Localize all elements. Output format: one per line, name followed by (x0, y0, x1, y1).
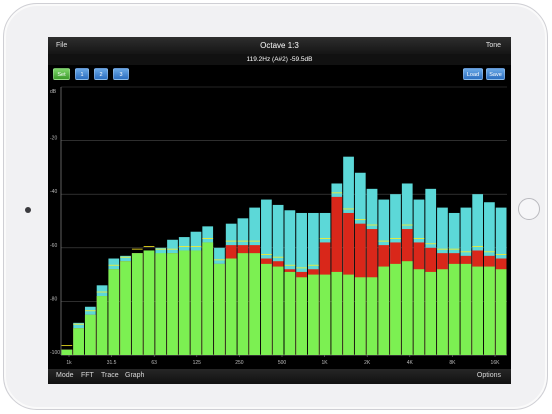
current-bar (378, 266, 390, 355)
current-bar (331, 271, 343, 355)
current-bar (143, 250, 155, 355)
current-bar (202, 242, 214, 355)
home-button[interactable] (518, 198, 540, 220)
x-tick-label: 16K (491, 360, 501, 366)
app-screen: File Octave 1:3 Tone 119.2Hz (A#2) -59.5… (48, 37, 511, 384)
current-bar (261, 263, 272, 355)
current-bar (61, 349, 73, 355)
current-bar (272, 266, 284, 355)
x-tick-label: 4K (407, 360, 414, 366)
current-bar (425, 271, 437, 355)
x-tick-label: 63 (151, 360, 157, 366)
trace-tab[interactable]: Trace (101, 372, 119, 379)
fft-tab[interactable]: FFT (81, 372, 94, 379)
spectrum-svg: dB -20 -40 -60 -80 -100 1k 31.5 63 125 250 500 1K 2K 4… (50, 86, 507, 366)
x-tick-label: 500 (278, 360, 287, 366)
current-bar (84, 314, 96, 355)
frequency-readout: 119.2Hz (A#2) -59.5dB (48, 54, 511, 65)
current-bar (307, 274, 319, 355)
preset-1-button[interactable]: 1 (75, 68, 89, 80)
save-button[interactable]: Save (486, 68, 505, 80)
y-tick-label: -60 (50, 243, 57, 249)
current-bar (190, 250, 202, 355)
current-bar (437, 269, 448, 355)
current-bar (108, 269, 120, 355)
camera-icon (25, 207, 31, 213)
load-button[interactable]: Load (463, 68, 483, 80)
page-title: Octave 1:3 (260, 41, 299, 50)
button-toolbar: Set 1 2 3 Load Save (48, 65, 511, 85)
current-bar (448, 263, 460, 355)
y-tick-label: -40 (50, 189, 57, 195)
current-bar (237, 253, 249, 355)
current-bar (284, 271, 296, 355)
x-tick-label: 31.5 (107, 360, 117, 366)
current-bar (484, 266, 495, 355)
preset-3-button[interactable]: 3 (113, 68, 129, 80)
current-bar (249, 253, 261, 355)
x-tick-label: 8K (449, 360, 456, 366)
current-bar (178, 250, 190, 355)
current-bar (343, 274, 354, 355)
current-bar (167, 253, 178, 355)
current-bar (155, 253, 167, 355)
spectrum-chart[interactable]: dB -20 -40 -60 -80 -100 1k 31.5 63 125 250 500 1K 2K 4… (48, 85, 511, 369)
current-bar (413, 269, 425, 355)
x-tick-label: 125 (193, 360, 202, 366)
x-tick-label: 1k (66, 360, 72, 366)
mode-tab[interactable]: Mode (56, 372, 74, 379)
tablet-frame: File Octave 1:3 Tone 119.2Hz (A#2) -59.5… (3, 3, 548, 410)
current-bar (401, 261, 413, 355)
tone-menu[interactable]: Tone (485, 42, 501, 49)
current-bar (131, 253, 143, 355)
current-bar (354, 277, 366, 355)
current-bar (460, 263, 472, 355)
options-tab[interactable]: Options (476, 372, 501, 379)
current-bar (495, 269, 507, 355)
current-bar (96, 296, 108, 355)
current-bar (390, 263, 401, 355)
y-tick-label: -20 (50, 136, 57, 142)
x-tick-label: 2K (364, 360, 371, 366)
current-bar (296, 277, 307, 355)
bottom-toolbar: Mode FFT Trace Graph Options (48, 369, 511, 384)
current-bar (319, 274, 331, 355)
current-bar (225, 258, 237, 355)
graph-tab[interactable]: Graph (125, 372, 145, 379)
title-bar: File Octave 1:3 Tone (48, 37, 511, 54)
current-bar (214, 263, 225, 355)
current-bar (366, 277, 378, 355)
set-button[interactable]: Set (53, 68, 70, 80)
y-tick-label: -100 (50, 350, 60, 356)
preset-2-button[interactable]: 2 (94, 68, 108, 80)
current-bar (73, 328, 84, 355)
current-bar (120, 261, 131, 355)
current-bar (472, 266, 484, 355)
x-tick-label: 250 (235, 360, 244, 366)
y-tick-label: -80 (50, 296, 57, 302)
y-tick-label: dB (50, 89, 57, 95)
x-tick-label: 1K (322, 360, 329, 366)
file-menu[interactable]: File (56, 42, 68, 49)
